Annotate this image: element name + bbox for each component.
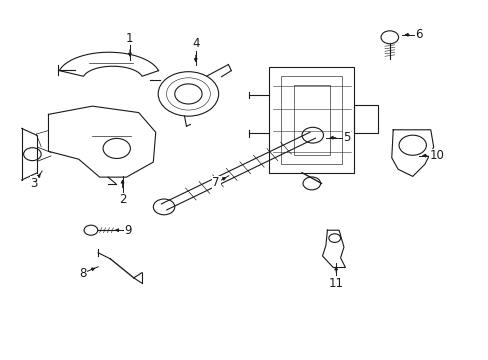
Text: 9: 9 <box>124 224 132 237</box>
Text: 10: 10 <box>429 149 444 162</box>
Text: 7: 7 <box>212 176 220 189</box>
Bar <box>268 67 354 173</box>
Text: 1: 1 <box>126 32 133 45</box>
Bar <box>293 85 329 155</box>
Text: 11: 11 <box>328 277 343 290</box>
Text: 2: 2 <box>119 193 126 206</box>
Bar <box>354 105 377 134</box>
Text: 5: 5 <box>343 131 350 144</box>
Text: 3: 3 <box>30 177 38 190</box>
Text: 8: 8 <box>79 267 86 280</box>
Text: 4: 4 <box>192 37 199 50</box>
Text: 6: 6 <box>414 28 422 41</box>
Bar <box>281 76 342 164</box>
